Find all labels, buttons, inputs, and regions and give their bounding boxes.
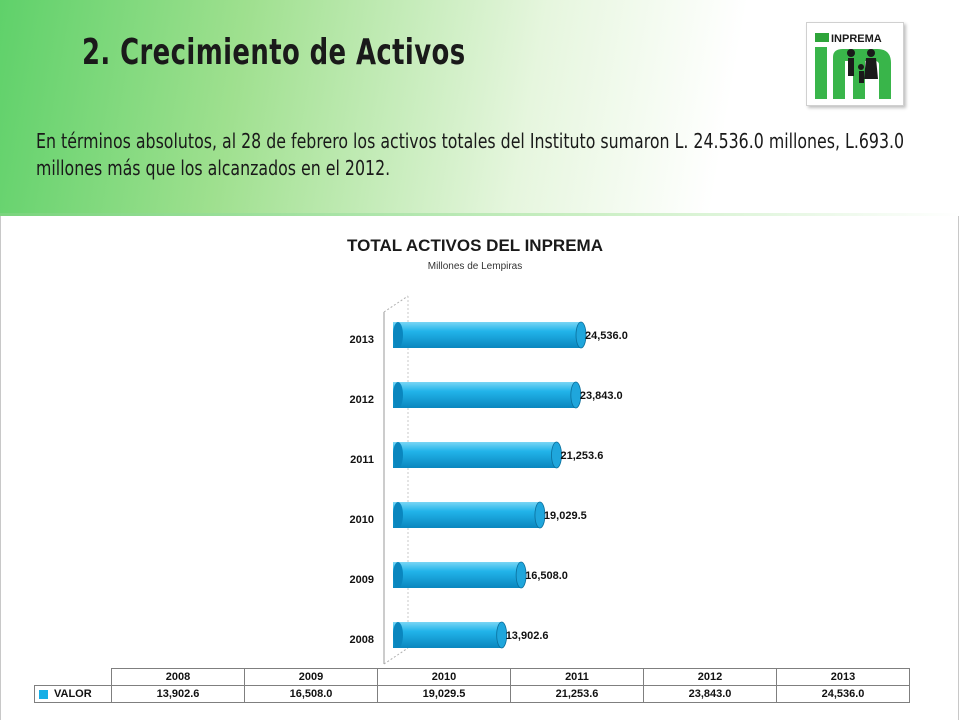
logo-flag: [815, 33, 829, 42]
slide-title: 2. Crecimiento de Activos: [82, 32, 466, 73]
category-tick-label: 2008: [350, 634, 374, 646]
data-table-header-cell: 2009: [244, 668, 378, 686]
chart-bars-layer: 24,536.0 23,843.0 21,253.6 19,029.5 16,508.0…: [393, 321, 628, 649]
data-label: 19,029.5: [544, 510, 587, 522]
bar-body: [393, 562, 522, 588]
bar-start-cap: [393, 442, 403, 468]
logo-figure-head-2: [867, 49, 875, 57]
bar-start-cap: [393, 622, 403, 648]
chart-axis-layer: 2013 2012 2011 2010 2009 2008: [350, 295, 409, 665]
data-table-header-row: 2008 2009 2010 2011 2012 2013: [34, 668, 910, 686]
data-label: 23,843.0: [580, 390, 623, 402]
logo-figure-body-child: [859, 71, 864, 83]
data-table-header-cell: 2010: [377, 668, 511, 686]
chart-subtitle: Millones de Lempiras: [427, 261, 523, 272]
category-tick-label: 2009: [350, 574, 374, 586]
legend-key-icon: [39, 689, 48, 699]
slide-border-left: [0, 216, 1, 720]
header-divider: [0, 213, 960, 216]
logo-graphic: [815, 33, 891, 99]
bar-end-cap: [515, 561, 527, 589]
category-tick-label: 2012: [350, 394, 374, 406]
bar-start-cap: [393, 562, 403, 588]
data-table-value-cell: 24,536.0: [776, 685, 910, 703]
data-label: 24,536.0: [585, 330, 628, 342]
bar-end-cap: [534, 501, 546, 529]
bar-2013: [393, 321, 587, 349]
bar-body: [393, 502, 540, 528]
data-table-header-cell: 2013: [776, 668, 910, 686]
data-label: 21,253.6: [561, 450, 604, 462]
bar-end-cap: [496, 621, 508, 649]
bar-start-cap: [393, 502, 403, 528]
series-name: VALOR: [54, 688, 92, 700]
logo-text: INPREMA: [831, 33, 882, 45]
bar-body: [393, 622, 502, 648]
chart-data-table: 2008 2009 2010 2011 2012 2013 VALOR 13,9…: [34, 668, 910, 703]
bar-end-cap: [570, 381, 582, 409]
bar-2012: [393, 381, 582, 409]
bar-body: [393, 382, 576, 408]
data-table-value-cell: 19,029.5: [377, 685, 511, 703]
axis-depth-top: [383, 295, 409, 313]
data-table-value-cell: 13,902.6: [111, 685, 245, 703]
data-label: 16,508.0: [525, 570, 568, 582]
chart-title: TOTAL ACTIVOS DEL INPREMA: [347, 236, 603, 255]
bar-start-cap: [393, 322, 403, 348]
data-table-row-label: VALOR: [34, 685, 112, 703]
bar-end-cap: [551, 441, 562, 469]
logo-figure-body-2: [864, 58, 878, 79]
bar-start-cap: [393, 382, 403, 408]
inprema-logo: INPREMA: [806, 22, 904, 106]
category-tick-label: 2010: [350, 514, 374, 526]
data-table-header-cell: 2012: [643, 668, 777, 686]
data-table-value-row: VALOR 13,902.6 16,508.0 19,029.5 21,253.…: [34, 685, 910, 703]
data-table-value-cell: 23,843.0: [643, 685, 777, 703]
slide-text: En términos absolutos, al 28 de febrero …: [36, 129, 905, 180]
data-table-value-cell: 21,253.6: [510, 685, 644, 703]
logo-figure-head-child: [858, 64, 864, 70]
logo-figure-head: [847, 49, 855, 57]
logo-figure-body: [848, 58, 854, 76]
data-table-value-cell: 16,508.0: [244, 685, 378, 703]
bar-body: [393, 442, 557, 468]
bar-2010: [393, 501, 546, 529]
bar-2011: [393, 441, 562, 469]
category-tick-label: 2011: [350, 454, 374, 466]
category-tick-label: 2013: [350, 334, 374, 346]
bar-2008: [393, 621, 508, 649]
bar-end-cap: [575, 321, 587, 349]
logo-bar-left: [815, 47, 827, 99]
axis-depth-bottom: [383, 647, 409, 665]
slide-header-background: [0, 0, 960, 216]
data-table-header-cell: 2008: [111, 668, 245, 686]
data-table-header-cell: 2011: [510, 668, 644, 686]
data-table-corner: [34, 668, 112, 686]
slide-border-right: [958, 216, 959, 720]
data-label: 13,902.6: [506, 630, 549, 642]
bar-body: [393, 322, 581, 348]
bar-2009: [393, 561, 527, 589]
